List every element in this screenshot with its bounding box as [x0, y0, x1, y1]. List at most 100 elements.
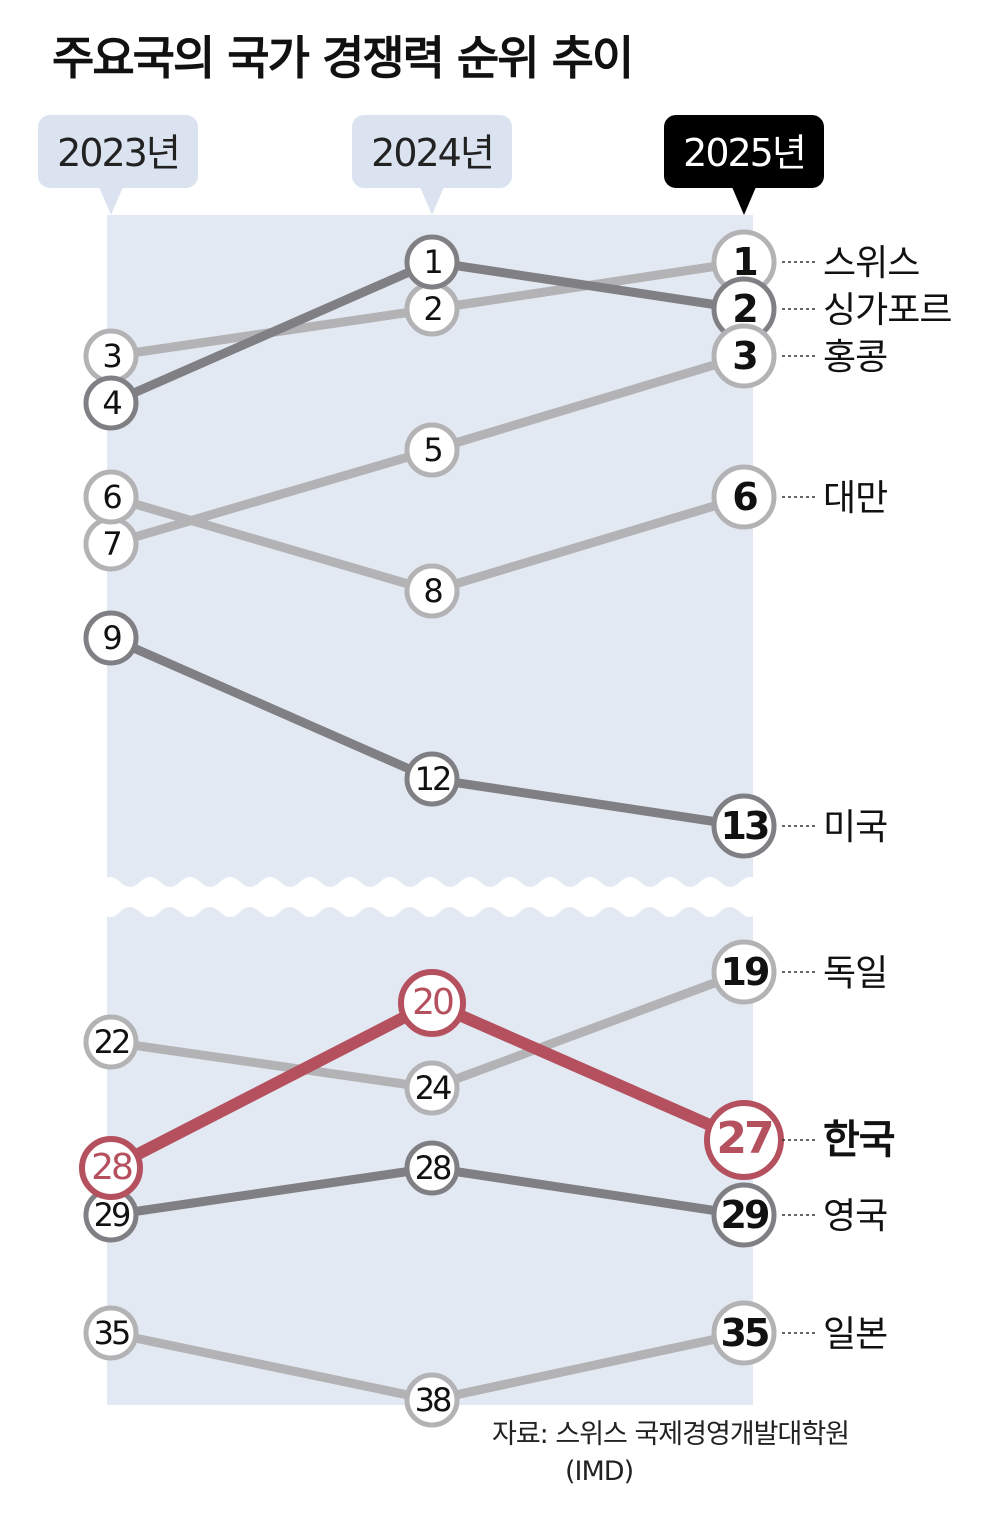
point-label: 22 [94, 1023, 129, 1061]
source-org: (IMD) [565, 1456, 634, 1487]
axis-break [80, 877, 780, 917]
data-point: 9 [83, 610, 139, 666]
series-label-일본: 일본 [782, 1314, 888, 1355]
data-point: 13 [711, 793, 777, 859]
country-name: 일본 [823, 1314, 887, 1355]
source-note: 자료: 스위스 국제경영개발대학원 [492, 1419, 850, 1450]
data-point: 22 [83, 1014, 139, 1070]
point-label: 27 [716, 1113, 772, 1164]
country-name: 미국 [823, 807, 887, 848]
point-label: 28 [415, 1149, 451, 1187]
point-circle [711, 464, 777, 530]
year-bubble [664, 115, 824, 188]
country-name: 영국 [823, 1196, 887, 1237]
point-label: 8 [423, 572, 442, 610]
series-label-미국: 미국 [782, 807, 888, 848]
point-circle [711, 1300, 777, 1366]
year-bubble-pointer [420, 187, 444, 215]
point-label: 38 [415, 1381, 451, 1419]
year-bubble-pointer [732, 187, 756, 215]
year-bubble [352, 115, 512, 188]
data-point: 27 [704, 1100, 784, 1180]
year-bubble [38, 115, 198, 188]
point-circle [83, 1305, 139, 1361]
point-circle [704, 1100, 784, 1180]
point-circle [404, 1060, 460, 1116]
country-name: 한국 [823, 1117, 895, 1163]
point-label: 3 [102, 337, 120, 375]
point-label: 28 [91, 1147, 132, 1188]
point-label: 6 [732, 475, 757, 519]
data-point: 24 [404, 1060, 460, 1116]
point-circle [404, 234, 460, 290]
year-text: 2025년 [683, 131, 805, 175]
data-point: 8 [404, 563, 460, 619]
year-label-0: 2023년 [38, 115, 198, 215]
data-point: 35 [711, 1300, 777, 1366]
country-name: 홍콩 [823, 337, 887, 378]
point-label: 2 [423, 290, 441, 328]
point-label: 3 [732, 334, 756, 378]
data-point: 28 [404, 1140, 460, 1196]
country-name: 대만 [823, 478, 887, 519]
point-circle [83, 375, 139, 431]
data-point: 12 [404, 751, 460, 807]
year-text: 2023년 [57, 131, 179, 175]
data-point: 3 [711, 323, 777, 389]
point-circle [404, 1372, 460, 1428]
point-circle [711, 793, 777, 859]
data-point: 5 [404, 422, 460, 478]
year-text: 2024년 [371, 131, 493, 175]
point-circle [79, 1136, 143, 1200]
point-label: 29 [721, 1193, 769, 1237]
point-circle [711, 323, 777, 389]
point-circle [711, 939, 777, 1005]
data-point: 20 [398, 969, 466, 1037]
point-label: 4 [102, 384, 121, 422]
point-label: 12 [415, 760, 450, 798]
point-circle [404, 422, 460, 478]
data-point: 35 [83, 1305, 139, 1361]
point-circle [404, 1140, 460, 1196]
data-point: 1 [404, 234, 460, 290]
series-label-대만: 대만 [782, 478, 888, 519]
data-point: 29 [711, 1182, 777, 1248]
country-name: 싱가포르 [823, 290, 951, 331]
point-label: 7 [102, 525, 120, 563]
data-point: 19 [711, 939, 777, 1005]
series-label-영국: 영국 [782, 1196, 888, 1237]
series-label-한국: 한국 [782, 1117, 896, 1163]
data-point: 28 [79, 1136, 143, 1200]
point-circle [83, 1014, 139, 1070]
year-bubble-pointer [99, 187, 123, 215]
point-circle [404, 751, 460, 807]
point-label: 13 [721, 804, 768, 848]
point-circle [711, 1182, 777, 1248]
point-circle [398, 969, 466, 1037]
country-name: 독일 [823, 953, 887, 994]
data-point: 2 [404, 281, 460, 337]
data-point: 7 [83, 516, 139, 572]
data-point: 6 [711, 464, 777, 530]
point-label: 9 [102, 619, 121, 657]
point-label: 24 [415, 1069, 451, 1107]
series-label-홍콩: 홍콩 [782, 337, 888, 378]
point-circle [83, 469, 139, 525]
point-label: 6 [102, 478, 121, 516]
point-label: 29 [94, 1196, 130, 1234]
point-label: 20 [412, 982, 453, 1023]
point-label: 35 [721, 1311, 768, 1355]
point-circle [83, 610, 139, 666]
data-point: 29 [83, 1187, 139, 1243]
data-point: 4 [83, 375, 139, 431]
data-point: 3 [83, 328, 139, 384]
series-label-싱가포르: 싱가포르 [782, 290, 952, 331]
point-label: 19 [721, 950, 769, 994]
point-circle [404, 563, 460, 619]
series-label-스위스: 스위스 [782, 243, 920, 284]
point-label: 35 [94, 1314, 129, 1352]
data-point: 6 [83, 469, 139, 525]
chart-title: 주요국의 국가 경쟁력 순위 추이 [52, 31, 634, 85]
